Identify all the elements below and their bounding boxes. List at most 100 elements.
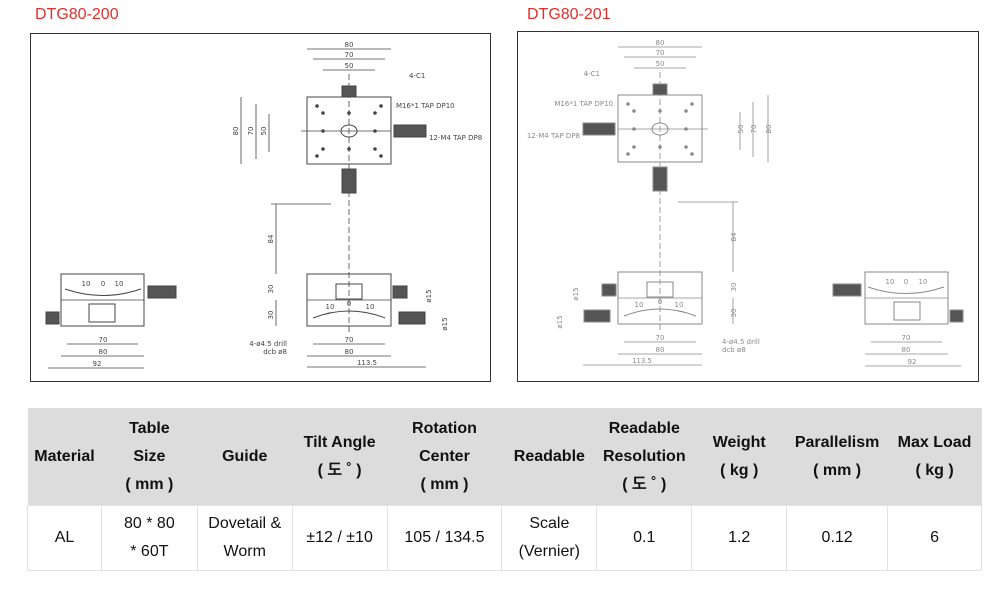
spec-cell: 105 / 134.5 (386, 505, 503, 571)
scale-label: 0 (658, 298, 662, 306)
center-tap-label: M16*1 TAP DP10 (554, 100, 613, 108)
scale-label: 0 (904, 278, 908, 286)
mount-hole (373, 111, 377, 115)
dim-label: 30 (730, 283, 738, 292)
mount-hole (315, 104, 319, 108)
mount-hole (321, 147, 325, 151)
spec-cell: 6 (887, 505, 982, 571)
header-text: ( kg ) (915, 461, 954, 479)
side-window (88, 303, 116, 323)
dim-label: 50 (656, 60, 665, 68)
cell-text: 6 (930, 529, 939, 546)
spec-header-rotation: Rotation Center ( mm ) (387, 408, 502, 506)
cell-text: 105 / 134.5 (404, 529, 485, 546)
dim-label: 80 (656, 346, 665, 354)
mount-hole (315, 154, 319, 158)
dim-label: 80 (232, 127, 240, 136)
scale-arc (64, 288, 142, 296)
technical-drawing: 80 70 50 80 70 50 4-C1 M16*1 TAP DP10 12-M4 TAP … (527, 39, 964, 367)
dim-label: 80 (345, 41, 354, 49)
counterbore-label: dcb ø8 (263, 348, 287, 356)
dim-label: 80 (656, 39, 665, 47)
dim-label: 113.5 (357, 359, 377, 367)
header-text: Size (133, 447, 166, 465)
holes-tap-label: 12-M4 TAP DP8 (429, 134, 482, 142)
scale-label: 10 (635, 301, 644, 309)
dim-label: 80 (902, 346, 911, 354)
dim-label: 84 (267, 234, 275, 243)
scale-label: 10 (886, 278, 895, 286)
chamfer-label: 4-C1 (584, 70, 600, 78)
center-tap-label: M16*1 TAP DP10 (396, 102, 455, 110)
dim-label: 70 (345, 51, 354, 59)
header-text: Material (34, 447, 95, 465)
side-knob (832, 283, 862, 297)
cell-text: 0.1 (633, 529, 656, 546)
scale-label: 10 (115, 280, 124, 288)
cell-text: Scale (529, 515, 570, 532)
dim-label: 80 (99, 348, 108, 356)
dim-label: 30 (267, 311, 275, 320)
front-window (335, 283, 363, 300)
spec-header-material: Material (27, 408, 102, 506)
side-window (893, 301, 921, 321)
cell-text: (Vernier) (518, 543, 581, 560)
drawing-dtg80-200: 80 70 50 80 70 50 4-C1 M16*1 TAP DP10 12-M4 TAP … (30, 33, 491, 382)
front-window (646, 281, 674, 298)
dim-label: 70 (902, 334, 911, 342)
header-text: Tilt Angle (303, 433, 376, 451)
technical-drawing: 80 70 50 80 70 50 4-C1 M16*1 TAP DP10 12-M4 TAP … (45, 41, 482, 369)
mount-hole (626, 102, 630, 106)
cell-text: ±12 / ±10 (306, 529, 373, 546)
dim-label: 70 (345, 336, 354, 344)
chamfer-label: 4-C1 (409, 72, 425, 80)
spec-header-max-load: Max Load ( kg ) (887, 408, 982, 506)
spec-header-parallelism: Parallelism ( mm ) (786, 408, 888, 506)
scale-arc (867, 286, 945, 294)
spec-header-weight: Weight ( kg ) (691, 408, 787, 506)
scale-label: 10 (919, 278, 928, 286)
dim-label: 30 (730, 309, 738, 318)
lower-knob (583, 309, 611, 323)
dim-label: 50 (737, 125, 745, 134)
right-knob (393, 124, 427, 138)
dim-label: 80 (345, 348, 354, 356)
header-text: Parallelism (794, 433, 880, 451)
top-knob (652, 83, 668, 96)
spec-header-row: Material Table Size ( mm ) Guide Tilt Angle ( … (27, 408, 982, 506)
dim-label: ø15 (441, 317, 449, 330)
spec-cell: 1.2 (691, 505, 788, 571)
top-knob (341, 85, 357, 98)
dim-label: 30 (267, 285, 275, 294)
spec-cell: 0.12 (786, 505, 889, 571)
upper-knob (392, 285, 408, 299)
dim-label: ø15 (572, 287, 580, 300)
side-knob-left (45, 311, 60, 325)
mount-hole (379, 104, 383, 108)
cell-text: AL (54, 529, 75, 546)
mount-hole (379, 154, 383, 158)
header-text: Max Load (897, 433, 972, 451)
header-text: Readable (513, 447, 585, 465)
scale-label: 0 (101, 280, 105, 288)
spec-cell: Dovetail & Worm (196, 505, 293, 571)
mount-hole (684, 145, 688, 149)
spec-cell: 0.1 (596, 505, 693, 571)
dim-label: 50 (345, 62, 354, 70)
header-text: ( mm ) (125, 475, 174, 493)
lower-knob (398, 311, 426, 325)
drill-label: 4-ø4.5 drill (249, 340, 287, 348)
side-knob-left (949, 309, 964, 323)
dim-label: 92 (908, 358, 917, 366)
cell-text: Dovetail & (208, 515, 282, 532)
spec-cell: Scale (Vernier) (501, 505, 598, 571)
mount-hole (690, 152, 694, 156)
mount-hole (626, 152, 630, 156)
spec-header-readable: Readable Resolution ( 도 ˚ ) (596, 408, 692, 506)
cell-text: 0.12 (821, 529, 853, 546)
bottom-knob (341, 168, 357, 194)
mount-hole (690, 102, 694, 106)
bottom-knob (652, 166, 668, 192)
header-text: Readable (608, 419, 680, 437)
header-text: Resolution (602, 447, 686, 465)
